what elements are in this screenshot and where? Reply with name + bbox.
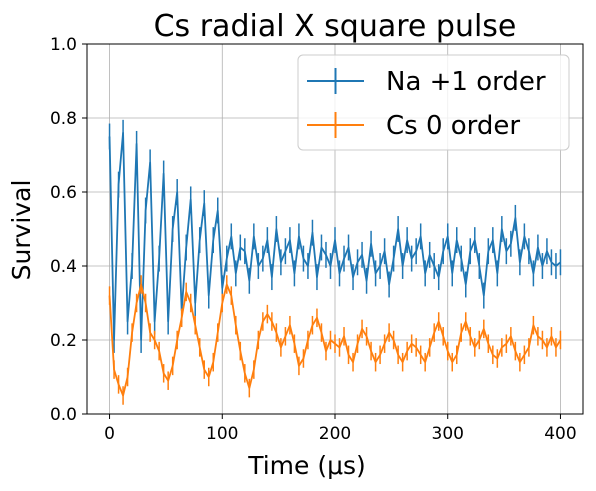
x-tick-label: 100 (206, 424, 238, 444)
chart-title: Cs radial X square pulse (154, 9, 517, 44)
series-0 (108, 119, 562, 353)
x-tick-label: 200 (319, 424, 351, 444)
tick-layer: 0 100 200 300 400 0.0 0.2 0.4 0.6 0.8 1.0 (50, 35, 577, 444)
legend-label-na: Na +1 order (386, 67, 546, 97)
legend-label-cs: Cs 0 order (386, 111, 520, 141)
y-tick-label: 0.2 (50, 331, 77, 351)
y-tick-label: 1.0 (50, 35, 77, 55)
y-tick-label: 0.4 (50, 257, 77, 277)
x-tick-label: 0 (104, 424, 115, 444)
y-tick-label: 0.6 (50, 183, 77, 203)
x-axis-label: Time (μs) (247, 451, 366, 480)
y-axis-label: Survival (7, 180, 36, 281)
series-1 (108, 275, 562, 405)
legend-box (297, 54, 570, 151)
x-tick-label: 300 (432, 424, 464, 444)
legend: Na +1 order Cs 0 order (297, 54, 570, 151)
series-layer (108, 119, 562, 405)
y-tick-label: 0.0 (50, 405, 77, 425)
y-tick-label: 0.8 (50, 109, 77, 129)
x-tick-label: 400 (544, 424, 576, 444)
